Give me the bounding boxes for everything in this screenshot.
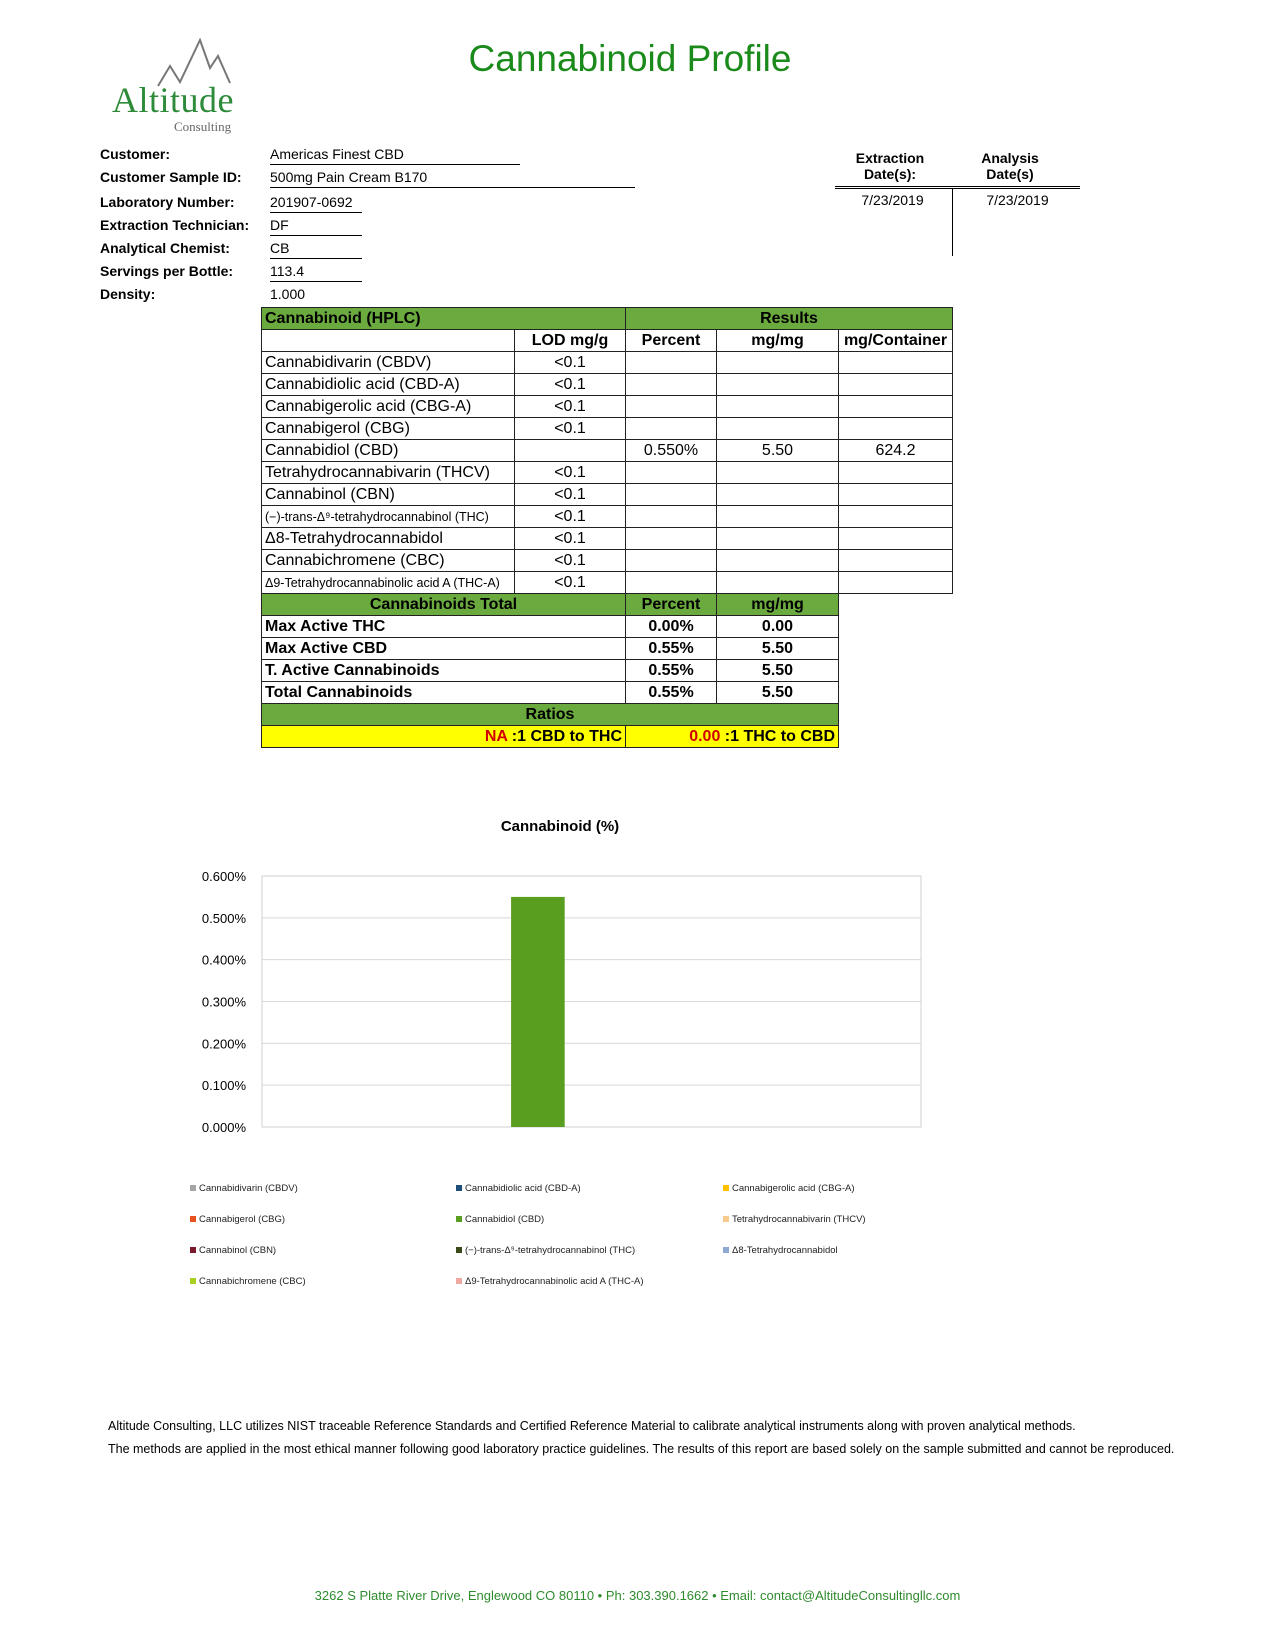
total-mgmg: 5.50 [716, 659, 839, 682]
legend-item: (−)-trans-Δ⁹-tetrahydrocannabinol (THC) [456, 1245, 635, 1256]
legend-swatch [190, 1185, 196, 1191]
cannabinoid-name: (−)-trans-Δ⁹-tetrahydrocannabinol (THC) [261, 505, 515, 528]
legend-swatch [456, 1216, 462, 1222]
altitude-logo: Altitude Consulting [108, 38, 258, 138]
table-row: Cannabinol (CBN) <0.1 [261, 483, 953, 506]
extraction-date-label: Extraction Date(s): [855, 150, 925, 182]
info-label: Analytical Chemist: [100, 240, 230, 256]
mgcontainer-value [838, 571, 953, 594]
ratio-thc-cbd: 0.00 :1 THC to CBD [625, 725, 839, 748]
info-value: CB [270, 240, 362, 259]
y-tick-label: 0.400% [202, 953, 247, 968]
cannabinoid-chart: 0.000% 0.100% 0.200% 0.300% 0.400% 0.500% 0.60… [202, 869, 922, 1135]
cannabinoid-name: Cannabigerolic acid (CBG-A) [261, 395, 515, 418]
legend-swatch [190, 1216, 196, 1222]
extraction-date: 7/23/2019 [861, 192, 924, 208]
cannabinoid-name: Cannabidivarin (CBDV) [261, 351, 515, 374]
table-row: Cannabidiol (CBD) 0.550% 5.50 624.2 [261, 439, 953, 462]
info-value: 113.4 [270, 263, 362, 282]
legend-item: Cannabinol (CBN) [190, 1245, 276, 1256]
chart-title: Cannabinoid (%) [500, 818, 620, 835]
disclaimer-line-1: Altitude Consulting, LLC utilizes NIST t… [108, 1419, 1076, 1433]
y-tick-label: 0.600% [202, 869, 247, 884]
table-row: Cannabidiolic acid (CBD-A) <0.1 [261, 373, 953, 396]
legend-swatch [456, 1247, 462, 1253]
bar-4 [511, 896, 565, 1127]
legend-swatch [723, 1185, 729, 1191]
totals-header: Cannabinoids Total [261, 593, 626, 616]
legend-swatch [190, 1278, 196, 1284]
table-row: Δ8-Tetrahydrocannabidol <0.1 [261, 527, 953, 550]
info-label: Customer Sample ID: [100, 169, 242, 185]
results-table: Cannabinoid (HPLC) Results LOD mg/g Percen… [261, 307, 953, 748]
legend-swatch [723, 1247, 729, 1253]
table-row: Cannabidivarin (CBDV) <0.1 [261, 351, 953, 374]
contact-address: 3262 S Platte River Drive, Englewood CO … [314, 1588, 961, 1603]
total-name: Max Active THC [261, 615, 626, 638]
info-label: Customer: [100, 146, 171, 162]
total-mgmg: 5.50 [716, 681, 839, 704]
table-row: (−)-trans-Δ⁹-tetrahydrocannabinol (THC) … [261, 505, 953, 528]
mountain-icon [157, 38, 231, 87]
percent-value: 0.550% [625, 439, 717, 462]
lod-value: <0.1 [514, 373, 626, 396]
col-mgcontainer: mg/Container [838, 329, 953, 352]
analysis-date-label: Analysis Date(s) [981, 150, 1039, 182]
info-value: Americas Finest CBD [270, 146, 520, 165]
total-name: Max Active CBD [261, 637, 626, 660]
legend-item: Δ9-Tetrahydrocannabinolic acid A (THC-A) [456, 1276, 643, 1287]
legend-item: Cannabidiolic acid (CBD-A) [456, 1183, 581, 1194]
totals-row: Max Active CBD 0.55% 5.50 [261, 637, 953, 660]
info-label: Extraction Technician: [100, 217, 250, 233]
total-mgmg: 5.50 [716, 637, 839, 660]
legend-swatch [456, 1278, 462, 1284]
total-percent: 0.55% [625, 659, 717, 682]
info-value: 1.000 [270, 286, 306, 302]
page-title: Cannabinoid Profile [468, 38, 792, 79]
totals-row: T. Active Cannabinoids 0.55% 5.50 [261, 659, 953, 682]
cannabinoid-name: Cannabichromene (CBC) [261, 549, 515, 572]
legend-item: Tetrahydrocannabivarin (THCV) [723, 1214, 866, 1225]
total-mgmg: 0.00 [716, 615, 839, 638]
y-tick-label: 0.500% [202, 911, 247, 926]
y-tick-label: 0.000% [202, 1120, 247, 1135]
plot-area [261, 875, 922, 1128]
totals-col-mgmg: mg/mg [716, 593, 839, 616]
info-label: Laboratory Number: [100, 194, 235, 210]
legend-item: Cannabigerolic acid (CBG-A) [723, 1183, 855, 1194]
analysis-date: 7/23/2019 [986, 192, 1049, 208]
info-value: 201907-0692 [270, 194, 362, 213]
totals-col-percent: Percent [625, 593, 717, 616]
legend-swatch [723, 1216, 729, 1222]
legend-item: Cannabigerol (CBG) [190, 1214, 285, 1225]
y-tick-label: 0.100% [202, 1078, 247, 1093]
cannabinoid-name: Δ9-Tetrahydrocannabinolic acid A (THC-A) [261, 571, 515, 594]
info-value: 500mg Pain Cream B170 [270, 169, 635, 188]
disclaimer-line-2: The methods are applied in the most ethi… [108, 1442, 1175, 1456]
legend-swatch [456, 1185, 462, 1191]
table-row: Δ9-Tetrahydrocannabinolic acid A (THC-A)… [261, 571, 953, 594]
y-tick-label: 0.300% [202, 995, 247, 1010]
totals-row: Max Active THC 0.00% 0.00 [261, 615, 953, 638]
divider [835, 186, 1080, 189]
legend-item: Cannabichromene (CBC) [190, 1276, 306, 1287]
legend-swatch [190, 1247, 196, 1253]
legend-item: Cannabidivarin (CBDV) [190, 1183, 298, 1194]
info-label: Servings per Bottle: [100, 263, 234, 279]
ratio-cbd-thc: NA :1 CBD to THC [261, 725, 626, 748]
divider [952, 188, 953, 256]
total-percent: 0.55% [625, 681, 717, 704]
col-mgmg: mg/mg [716, 329, 839, 352]
lod-value: <0.1 [514, 571, 626, 594]
legend-item: Δ8-Tetrahydrocannabidol [723, 1245, 838, 1256]
cannabinoid-name: Cannabidiolic acid (CBD-A) [261, 373, 515, 396]
info-value: DF [270, 217, 362, 236]
y-tick-label: 0.200% [202, 1036, 247, 1051]
info-label: Density: [100, 286, 156, 302]
legend-item: Cannabidiol (CBD) [456, 1214, 544, 1225]
